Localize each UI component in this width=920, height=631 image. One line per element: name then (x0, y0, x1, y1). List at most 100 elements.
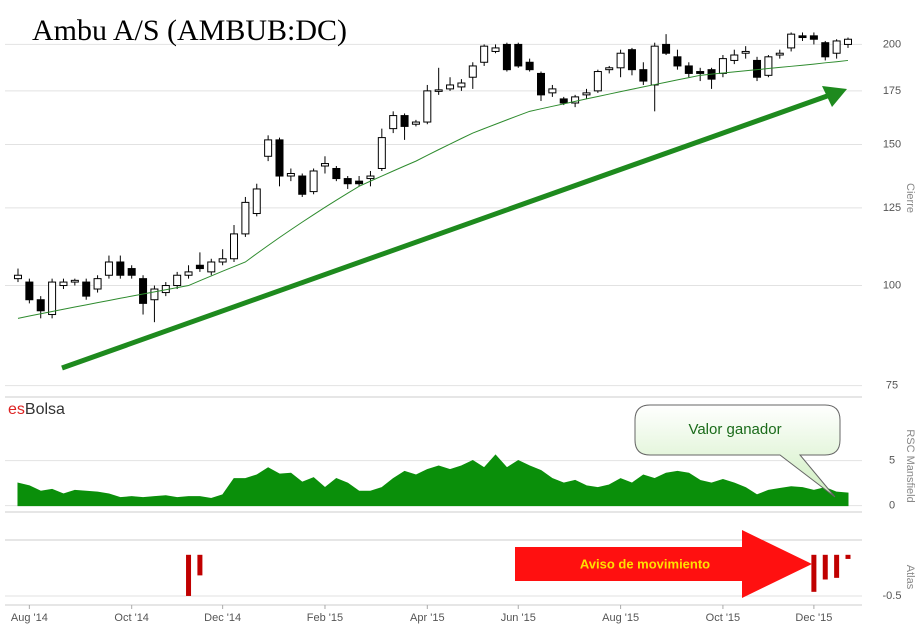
candle-body (696, 71, 705, 74)
candle-body (593, 71, 602, 92)
moving-average-line (17, 59, 849, 319)
candle-body (821, 42, 830, 58)
candle-body (662, 43, 671, 54)
candle-body (571, 96, 580, 104)
y-axis-label: RSC Mansfield (904, 429, 916, 502)
bar (822, 554, 828, 580)
candle-body (411, 121, 420, 125)
candle-body (650, 45, 659, 86)
area (17, 454, 849, 507)
candle-body (366, 175, 375, 180)
candle-body (582, 92, 591, 96)
y-tick-label: 150 (883, 138, 901, 150)
candle-body (25, 281, 34, 301)
candle-body (457, 82, 466, 88)
bar (845, 554, 851, 559)
candle-body (104, 261, 113, 276)
x-tick-label: Dec '14 (204, 612, 241, 624)
candle-body (730, 54, 739, 61)
y-tick-label: 0 (889, 500, 895, 512)
y-tick-label: 5 (889, 454, 895, 466)
candle-body (537, 72, 546, 96)
candle-body (525, 61, 534, 71)
plot-layer: 75 100 125 150 175 200 0 5 -0.5 Aug '14 Oct '14 Dec… (5, 32, 902, 624)
y-tick-label: 175 (883, 85, 901, 97)
candle-body (36, 299, 45, 312)
candle-body (514, 43, 523, 67)
x-tick-label: Aug '14 (11, 612, 48, 624)
candle-body (718, 58, 727, 74)
candle-body (548, 88, 557, 94)
candle-body (673, 56, 682, 67)
candle-body (446, 84, 455, 90)
candle-body (13, 274, 22, 280)
trend-arrow-head (822, 86, 847, 107)
callout-text: Valor ganador (688, 421, 781, 438)
brand: esBolsa (8, 401, 65, 418)
candle-body (502, 43, 511, 71)
chart-title: Ambu A/S (AMBUB:DC) (32, 14, 347, 47)
candle-body (741, 50, 750, 54)
candle-body (787, 33, 796, 49)
candle-body (559, 98, 568, 104)
callout-bubble (634, 404, 841, 498)
bar (186, 554, 192, 596)
candle-body (434, 89, 443, 92)
candle-body (241, 201, 250, 235)
candle-body (218, 258, 227, 263)
candle-body (605, 67, 614, 71)
candle-body (116, 261, 125, 276)
y-tick-label: 75 (886, 380, 898, 392)
candle-body (139, 278, 148, 304)
candle-body (93, 278, 102, 290)
signal-arrow (515, 530, 812, 598)
candle-body (252, 188, 261, 215)
x-tick-label: Dec '15 (795, 612, 832, 624)
candle-body (400, 115, 409, 127)
candle-body (332, 167, 341, 180)
candle-body (150, 288, 159, 301)
x-tick-label: Jun '15 (501, 612, 536, 624)
trend-arrow (61, 92, 831, 371)
candle-body (389, 115, 398, 130)
candle-body (480, 45, 489, 63)
candle-body (127, 268, 136, 276)
candle-body (377, 137, 386, 169)
candle-body (832, 40, 841, 54)
x-tick-label: Apr '15 (410, 612, 445, 624)
candle-body (355, 180, 364, 185)
bar (834, 554, 840, 578)
candle-body (207, 261, 216, 273)
x-tick-label: Oct '15 (706, 612, 741, 624)
bar (197, 554, 203, 576)
candle-body (173, 274, 182, 287)
candle-body (48, 281, 57, 316)
candle-body (286, 172, 295, 177)
candle-body (343, 178, 352, 185)
candle-body (184, 271, 193, 276)
y-tick-label: -0.5 (883, 590, 902, 602)
candle-body (753, 59, 762, 78)
candle-body (684, 65, 693, 74)
candle-body (843, 38, 852, 45)
y-axis-label: Atlas (904, 565, 916, 590)
candle-body (264, 139, 273, 157)
candle-body (775, 52, 784, 56)
candle-body (195, 264, 204, 270)
signal-text: Aviso de movimiento (580, 556, 710, 571)
candle-body (616, 52, 625, 69)
candle-body (627, 49, 636, 71)
x-tick-label: Feb '15 (307, 612, 343, 624)
candle-body (468, 65, 477, 78)
candle-body (809, 35, 818, 40)
candle-body (798, 35, 807, 39)
candle-body (423, 90, 432, 123)
candle-body (309, 170, 318, 193)
candle-body (275, 139, 284, 177)
candle-body (82, 281, 91, 297)
candle-body (491, 47, 500, 52)
y-axis-label: Cierre (904, 183, 916, 213)
candle-body (59, 281, 68, 287)
